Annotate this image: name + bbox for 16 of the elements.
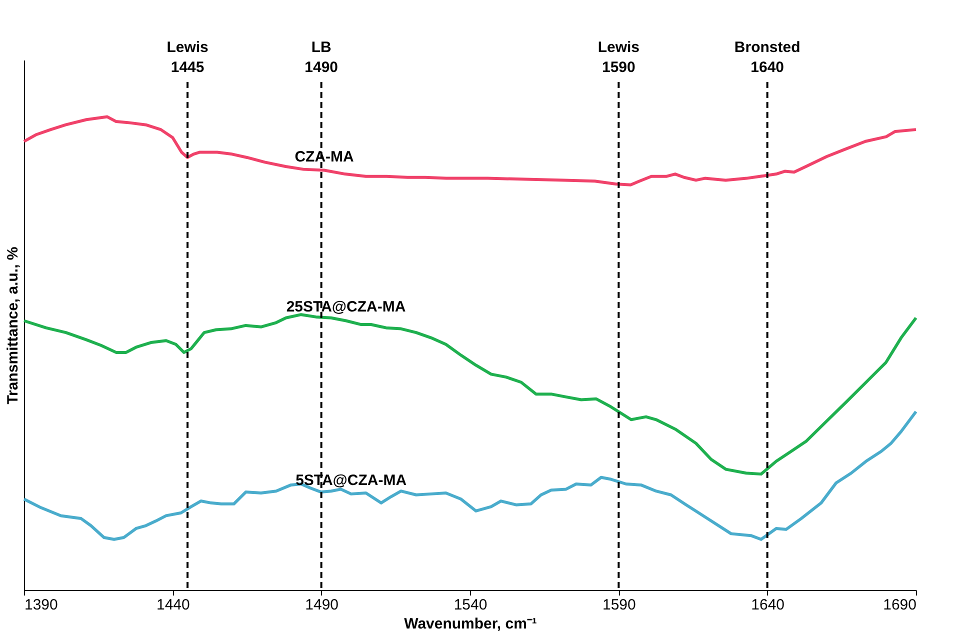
y-axis-title: Transmittance, a.u., % (4, 246, 22, 404)
series-label: 5STA@CZA-MA (296, 472, 407, 489)
x-tick-label: 1490 (305, 596, 339, 614)
ref-line-label: Lewis 1590 (598, 39, 640, 76)
ref-line-label: Lewis 1445 (166, 39, 208, 76)
x-axis-title: Wavenumber, cm⁻¹ (404, 616, 537, 632)
x-tick-label: 1640 (751, 596, 785, 614)
series-label: CZA-MA (294, 148, 354, 166)
x-tick-label: 1390 (24, 596, 58, 614)
ref-line-label: Bronsted 1640 (734, 39, 800, 76)
x-tick-label: 1590 (602, 596, 636, 614)
x-tick-label: 1690 (883, 596, 916, 614)
ref-line-label: LB 1490 (304, 39, 338, 76)
x-tick-label: 1440 (156, 596, 190, 614)
series-label: 25STA@CZA-MA (286, 298, 406, 316)
x-tick-label: 1540 (454, 596, 488, 614)
